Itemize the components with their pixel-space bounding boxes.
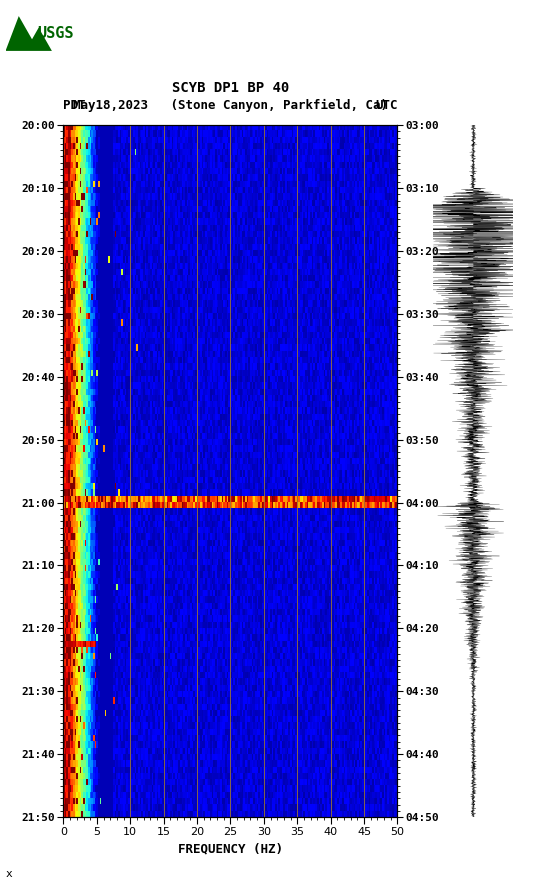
Text: x: x [6,869,12,879]
Text: SCYB DP1 BP 40: SCYB DP1 BP 40 [172,80,289,95]
Text: USGS: USGS [37,26,73,41]
Text: UTC: UTC [375,98,397,112]
X-axis label: FREQUENCY (HZ): FREQUENCY (HZ) [178,842,283,855]
Polygon shape [6,16,52,51]
Text: May18,2023   (Stone Canyon, Parkfield, Ca): May18,2023 (Stone Canyon, Parkfield, Ca) [73,98,388,112]
Text: PDT: PDT [63,98,86,112]
